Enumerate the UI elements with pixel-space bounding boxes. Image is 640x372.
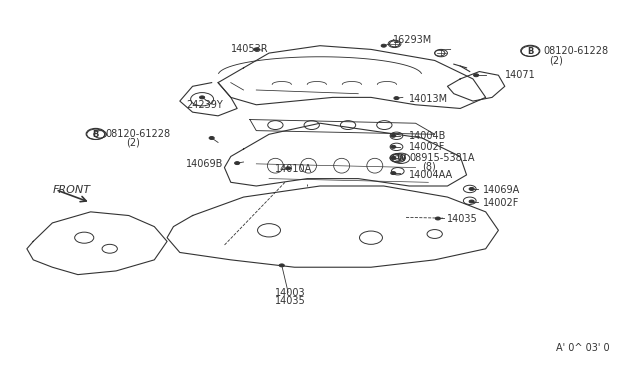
Circle shape (391, 171, 396, 174)
Text: 14004AA: 14004AA (409, 170, 453, 180)
Text: 24239Y: 24239Y (186, 100, 223, 110)
Text: 08120-61228: 08120-61228 (105, 129, 170, 139)
Text: 14003: 14003 (275, 288, 306, 298)
Circle shape (381, 44, 387, 47)
Text: 14071: 14071 (505, 70, 536, 80)
Circle shape (253, 48, 259, 51)
Text: A' 0^ 03' 0: A' 0^ 03' 0 (556, 343, 609, 353)
Circle shape (235, 161, 240, 164)
Text: 14004B: 14004B (409, 131, 447, 141)
Circle shape (279, 264, 284, 267)
Circle shape (209, 137, 214, 140)
Circle shape (469, 187, 474, 190)
Text: 14035: 14035 (447, 214, 478, 224)
Text: 14002F: 14002F (483, 198, 519, 208)
Circle shape (469, 200, 474, 203)
Circle shape (285, 167, 291, 170)
Text: 14069B: 14069B (186, 159, 223, 169)
Circle shape (435, 217, 440, 220)
Circle shape (391, 157, 396, 160)
Text: 14002F: 14002F (409, 142, 445, 152)
Circle shape (474, 74, 479, 77)
Text: (2): (2) (549, 55, 563, 65)
Circle shape (391, 134, 396, 137)
Circle shape (200, 96, 205, 99)
Text: 14035: 14035 (275, 296, 306, 306)
Text: 08120-61228: 08120-61228 (543, 46, 608, 56)
Text: 14069A: 14069A (483, 185, 520, 195)
Text: 14053R: 14053R (231, 44, 268, 54)
Text: B: B (93, 130, 99, 139)
Text: W: W (396, 154, 406, 163)
Text: 14010A: 14010A (275, 164, 313, 174)
Text: FRONT: FRONT (52, 185, 90, 195)
Text: B: B (527, 47, 534, 56)
Text: (8): (8) (422, 162, 436, 172)
Text: 16293M: 16293M (394, 35, 433, 45)
Text: 08915-5381A: 08915-5381A (409, 153, 475, 163)
Circle shape (391, 145, 396, 148)
Circle shape (394, 97, 399, 100)
Text: 14013M: 14013M (409, 94, 449, 104)
Text: (2): (2) (125, 138, 140, 148)
